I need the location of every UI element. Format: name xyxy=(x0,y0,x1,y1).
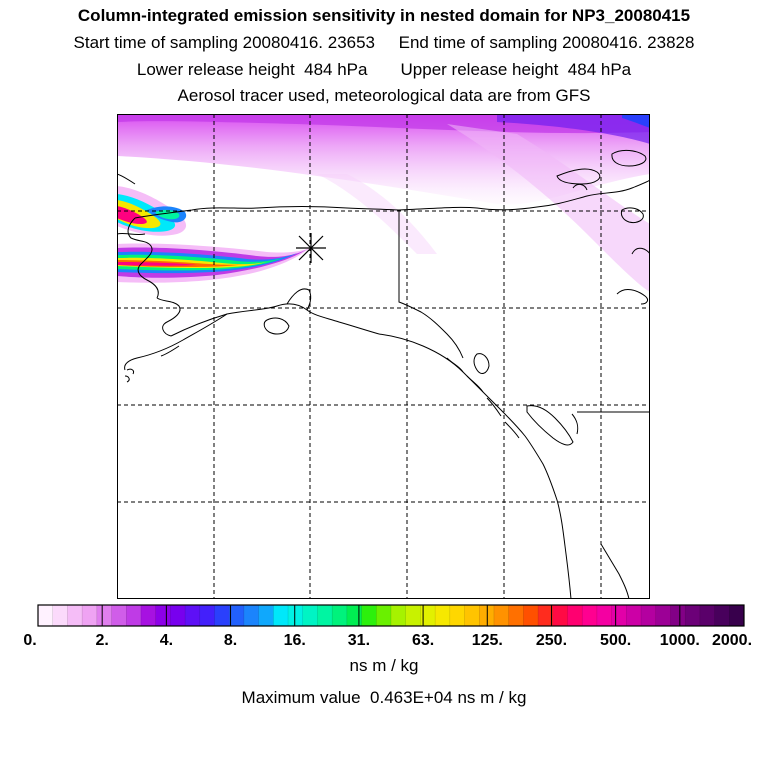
colorbar-swatch xyxy=(214,605,230,626)
colorbar-swatch xyxy=(508,605,524,626)
colorbar-swatch xyxy=(714,605,730,626)
colorbar-swatch xyxy=(258,605,274,626)
colorbar-tick-label: 63. xyxy=(411,632,435,649)
colorbar-swatch xyxy=(611,605,627,626)
colorbar-swatch xyxy=(449,605,465,626)
max-value-line: Maximum value 0.463E+04 ns m / kg xyxy=(241,688,527,707)
map-title: Column-integrated emission sensitivity i… xyxy=(77,6,691,25)
colorbar-swatch xyxy=(288,605,304,626)
map-panel xyxy=(117,114,650,599)
colorbar-swatch xyxy=(111,605,127,626)
colorbar-swatch xyxy=(435,605,451,626)
colorbar-swatch xyxy=(670,605,686,626)
colorbar-swatch xyxy=(52,605,68,626)
coastlines xyxy=(117,149,650,599)
colorbar-swatch xyxy=(655,605,671,626)
colorbar-swatch xyxy=(317,605,333,626)
colorbar-tick-label: 500. xyxy=(600,632,632,649)
colorbar-swatches xyxy=(37,604,745,627)
colorbar-units: ns m / kg xyxy=(349,656,419,675)
colorbar-tick-label: 250. xyxy=(535,632,568,649)
colorbar-swatch xyxy=(243,605,260,626)
colorbar-swatch xyxy=(126,605,142,626)
colorbar-swatch xyxy=(140,605,157,626)
release-point-marker xyxy=(296,233,326,263)
map-border xyxy=(117,114,650,599)
colorbar-swatch xyxy=(641,605,657,626)
tracer-info-line: Aerosol tracer used, meteorological data… xyxy=(177,86,591,105)
colorbar-swatch xyxy=(464,605,480,626)
colorbar-tick-label: 125. xyxy=(471,632,503,649)
colorbar-swatch xyxy=(170,605,186,626)
map-canvas xyxy=(117,114,650,599)
colorbar-tick-label: 2. xyxy=(95,632,109,649)
colorbar-swatch xyxy=(346,605,362,626)
colorbar-swatch xyxy=(155,605,171,626)
colorbar-swatch xyxy=(420,605,436,626)
colorbar-tick-label: 4. xyxy=(159,632,174,649)
colorbar-swatch xyxy=(199,605,215,626)
colorbar-swatch xyxy=(376,605,392,626)
colorbar-swatch xyxy=(699,605,715,626)
colorbar-swatch xyxy=(493,605,510,626)
release-height-line: Lower release height 484 hPa Upper relea… xyxy=(136,60,632,79)
colorbar-swatch xyxy=(332,605,348,626)
colorbar-swatch xyxy=(729,605,745,626)
colorbar-swatch xyxy=(567,605,583,626)
map-gridlines xyxy=(117,114,650,599)
colorbar-swatch xyxy=(538,605,554,626)
colorbar-swatch xyxy=(229,605,245,626)
colorbar-tick-label: 2000. xyxy=(711,632,753,649)
colorbar-tick-label: 1000. xyxy=(659,632,700,649)
colorbar: 0. 2. 4. 8. 16. 31. 63. 125. 250. 500. 1000. 2000. xyxy=(0,600,768,768)
colorbar-frame xyxy=(37,604,745,627)
colorbar-swatch xyxy=(38,605,54,626)
political-borders xyxy=(398,210,650,413)
colorbar-tick-label: 16. xyxy=(283,632,306,649)
colorbar-swatch xyxy=(523,605,539,626)
colorbar-tick-label: 8. xyxy=(223,632,238,649)
colorbar-swatch xyxy=(626,605,642,626)
colorbar-tick-label: 31. xyxy=(347,632,371,649)
colorbar-swatch xyxy=(391,605,407,626)
colorbar-swatch xyxy=(185,605,201,626)
colorbar-swatch xyxy=(685,605,701,626)
colorbar-swatch xyxy=(96,605,112,626)
colorbar-swatch xyxy=(273,605,289,626)
sampling-time-line: Start time of sampling 20080416. 23653 E… xyxy=(73,33,695,52)
colorbar-swatch xyxy=(67,605,83,626)
colorbar-swatch xyxy=(302,605,318,626)
colorbar-swatch xyxy=(82,605,98,626)
colorbar-swatch xyxy=(582,605,598,626)
colorbar-swatch xyxy=(405,605,421,626)
colorbar-swatch xyxy=(596,605,613,626)
colorbar-tick-label: 0. xyxy=(23,632,37,649)
colorbar-swatch xyxy=(361,605,377,626)
colorbar-swatch xyxy=(552,605,568,626)
